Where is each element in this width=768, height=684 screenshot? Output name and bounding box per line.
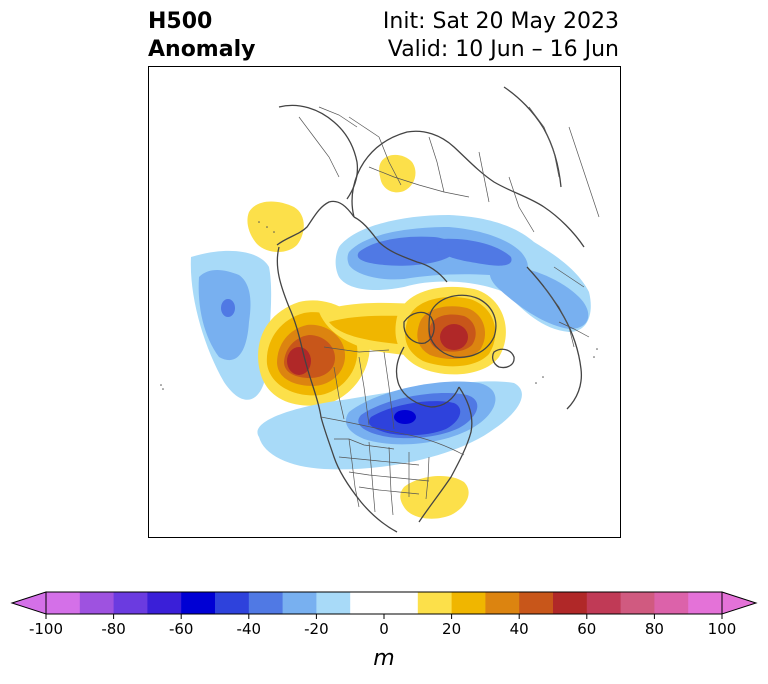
colorbar-cell xyxy=(384,592,419,614)
asia-border-lines xyxy=(568,126,600,218)
valid-range: Valid: 10 Jun – 16 Jun xyxy=(387,37,619,62)
colorbar-svg: -100 -80 -60 -40 -20 0 20 40 60 80 100 xyxy=(10,591,758,638)
colorbar-cell xyxy=(519,592,554,614)
hudson-bay xyxy=(395,346,460,408)
colorbar-tick-label: 100 xyxy=(708,620,737,638)
colorbar-ticks: -100 -80 -60 -40 -20 0 20 40 60 80 100 xyxy=(29,614,736,638)
anomaly-ne-pacific-low xyxy=(190,250,272,400)
canada-province-lines xyxy=(333,366,345,420)
colorbar-tick-label: -60 xyxy=(169,620,194,638)
colorbar-cell xyxy=(654,592,689,614)
asia-border-lines xyxy=(298,116,340,178)
colorbar-cells xyxy=(10,591,758,615)
russia-region-lines xyxy=(348,116,380,138)
europe-border-lines xyxy=(543,286,575,348)
canada-province-lines xyxy=(323,346,390,353)
anomaly-hudson-bay-low xyxy=(257,381,522,470)
iceland xyxy=(492,348,515,369)
canada-province-lines xyxy=(358,356,370,426)
colorbar-tick-label: -100 xyxy=(29,620,63,638)
map-canvas xyxy=(160,86,600,533)
anomaly-se-us-high xyxy=(400,475,469,519)
us-state-lines xyxy=(348,471,430,482)
russia-region-lines xyxy=(378,136,402,186)
colorbar-cell xyxy=(282,592,317,614)
russia-region-lines xyxy=(478,151,490,203)
us-canada-border xyxy=(320,416,465,456)
init-date: Init: Sat 20 May 2023 xyxy=(382,9,619,34)
anomaly-shading xyxy=(190,154,591,519)
colorbar-cell xyxy=(46,592,81,614)
colorbar-cell xyxy=(181,592,216,614)
arctic-coast xyxy=(353,216,448,283)
us-state-lines xyxy=(334,438,395,450)
baffin-island xyxy=(403,311,435,344)
anomaly-greenland-high xyxy=(395,286,506,375)
coastlines xyxy=(276,86,585,533)
colorbar-cell xyxy=(79,592,115,614)
canada-province-lines xyxy=(383,351,395,430)
title-line-1: H500 xyxy=(148,9,213,34)
anomaly-siberia-high xyxy=(379,154,416,193)
colorbar-cell xyxy=(147,592,182,614)
forecast-dates: Init: Sat 20 May 2023 Valid: 10 Jun – 16… xyxy=(383,8,619,64)
colorbar-cell xyxy=(417,592,453,614)
us-state-lines xyxy=(348,438,360,508)
russia-region-lines xyxy=(428,136,445,193)
asia-border-lines xyxy=(528,106,560,178)
title-line-2: Anomaly xyxy=(148,37,256,62)
colorbar-cell xyxy=(553,592,588,614)
colorbar-cell xyxy=(451,592,486,614)
east-asia-coast xyxy=(278,104,359,200)
colorbar-tick-label: 80 xyxy=(645,620,664,638)
colorbar-cell xyxy=(620,592,655,614)
colorbar-tick-label: 0 xyxy=(379,620,389,638)
russia-region-lines xyxy=(508,176,535,233)
colorbar-cell xyxy=(113,592,148,614)
russia-region-lines xyxy=(368,166,470,198)
anomaly-map xyxy=(148,66,621,538)
colorbar-tick-label: 40 xyxy=(510,620,529,638)
us-state-lines xyxy=(338,456,420,466)
colorbar-tick-label: -40 xyxy=(237,620,262,638)
us-state-lines xyxy=(425,456,430,500)
colorbar-extend-min xyxy=(10,591,47,615)
colorbar-unit: m xyxy=(373,646,395,671)
colorbar-cell xyxy=(586,592,622,614)
island-dots xyxy=(160,221,598,390)
colorbar-tick-label: -80 xyxy=(101,620,126,638)
us-state-lines xyxy=(368,441,376,513)
europe-border-lines xyxy=(553,266,585,288)
alaska-coast xyxy=(276,200,355,246)
anomaly-kara-sea-low xyxy=(489,266,589,329)
colorbar-cell xyxy=(688,592,723,614)
chart-title: H500 Anomaly xyxy=(148,8,255,64)
colorbar-tick-label: -20 xyxy=(304,620,329,638)
us-state-lines xyxy=(388,446,394,516)
colorbar-extend-max xyxy=(721,591,758,615)
greenland-outline xyxy=(428,294,497,358)
colorbar-tick-label: 60 xyxy=(577,620,596,638)
colorbar-cell xyxy=(215,592,250,614)
colorbar-cell xyxy=(316,592,351,614)
asia-border-lines xyxy=(318,106,358,128)
europe-border-lines xyxy=(558,321,590,338)
colorbar: -100 -80 -60 -40 -20 0 20 40 60 80 100 xyxy=(10,590,758,644)
ne-asia-coast xyxy=(503,86,562,188)
colorbar-cell xyxy=(485,592,520,614)
political-borders xyxy=(298,106,600,516)
colorbar-cell xyxy=(248,592,284,614)
siberia-coast xyxy=(351,130,585,248)
colorbar-cell xyxy=(350,592,385,614)
anomaly-kamchatka-high xyxy=(247,201,304,253)
colorbar-tick-label: 20 xyxy=(442,620,461,638)
